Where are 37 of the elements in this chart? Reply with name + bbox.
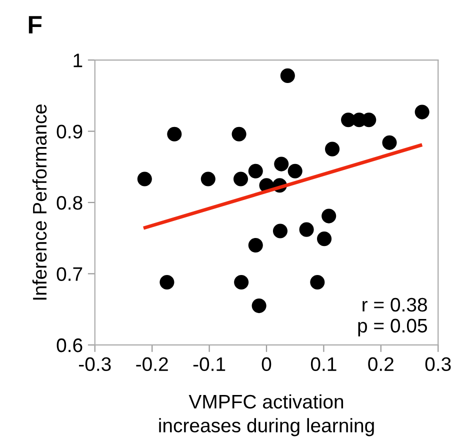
point: [280, 68, 295, 83]
annotation: r = 0.38 p = 0.05: [358, 298, 427, 336]
point: [382, 135, 397, 150]
point: [200, 172, 216, 186]
x-tick-label: -0.2: [136, 357, 168, 372]
x-axis-title: VMPFC activation increases during learning: [159, 394, 374, 436]
y-tick-label: 0.7: [56, 267, 82, 281]
x-tick-label: 0: [262, 357, 272, 372]
point: [274, 156, 289, 172]
x-tick-label: 0.3: [425, 357, 451, 372]
y-tick-label: 1: [74, 54, 82, 68]
point: [325, 142, 340, 156]
point: [167, 126, 182, 142]
y-axis-title: Inference Performance: [32, 104, 47, 300]
point: [310, 274, 325, 290]
x-tick-label: -0.3: [79, 357, 111, 372]
point: [137, 172, 152, 186]
y-tick-label: 0.9: [56, 124, 82, 138]
point: [234, 274, 249, 290]
point: [322, 208, 336, 224]
y-tick-label: 0.6: [56, 338, 82, 352]
y-tick-label: 0.8: [56, 196, 82, 210]
chart-title: F: [28, 16, 42, 34]
point: [272, 224, 288, 238]
point: [299, 222, 314, 237]
point: [160, 274, 174, 290]
point: [288, 164, 302, 178]
point: [248, 164, 263, 178]
point: [248, 238, 263, 253]
point: [414, 104, 430, 120]
point: [252, 298, 266, 314]
point: [233, 172, 248, 186]
point: [232, 126, 246, 142]
x-tick-label: -0.1: [193, 357, 226, 372]
point: [316, 232, 332, 246]
x-tick-label: 0.2: [368, 357, 394, 372]
x-tick-label: 0.1: [310, 357, 336, 372]
